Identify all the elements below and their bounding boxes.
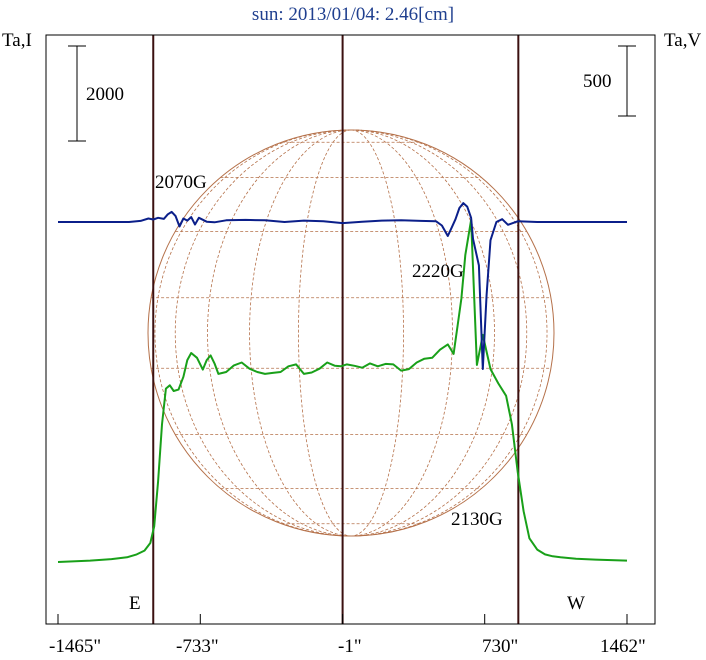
- chart-title: sun: 2013/01/04: 2.46[cm]: [251, 4, 455, 25]
- x-tick-marks: [57, 614, 628, 624]
- x-tick-label: 730": [482, 636, 519, 657]
- longitude-line: [249, 129, 352, 537]
- stokes-v-line: [58, 202, 627, 370]
- west-label: W: [567, 593, 585, 614]
- x-tick-label: -733": [176, 636, 219, 657]
- stokes-i-line: [57, 219, 628, 563]
- longitude-line: [350, 129, 404, 537]
- longitude-line: [174, 129, 352, 537]
- annotation-label: 2130G: [451, 509, 503, 530]
- solar-limb-circle: [147, 129, 555, 537]
- x-tick-label: -1": [338, 636, 362, 657]
- right-scale-label: 500: [583, 71, 612, 92]
- scale-bars: [68, 45, 636, 142]
- x-tick-label: 1462": [600, 636, 646, 657]
- longitude-line: [207, 129, 352, 537]
- annotation-label: 2220G: [412, 261, 464, 282]
- longitude-line: [350, 129, 528, 537]
- left-axis-label: Ta,I: [2, 30, 32, 51]
- longitude-line: [350, 129, 453, 537]
- plot-frame: [45, 34, 656, 625]
- x-tick-label: -1465": [49, 636, 102, 657]
- longitude-line: [350, 129, 495, 537]
- solar-disk-grid: [147, 129, 555, 537]
- east-label: E: [129, 593, 141, 614]
- annotation-label: 2070G: [155, 172, 207, 193]
- longitude-line: [298, 129, 352, 537]
- left-scale-label: 2000: [86, 84, 124, 105]
- right-axis-label: Ta,V: [664, 30, 702, 51]
- longitude-line: [154, 129, 352, 537]
- series-lines: [57, 202, 628, 563]
- longitude-line: [350, 129, 548, 537]
